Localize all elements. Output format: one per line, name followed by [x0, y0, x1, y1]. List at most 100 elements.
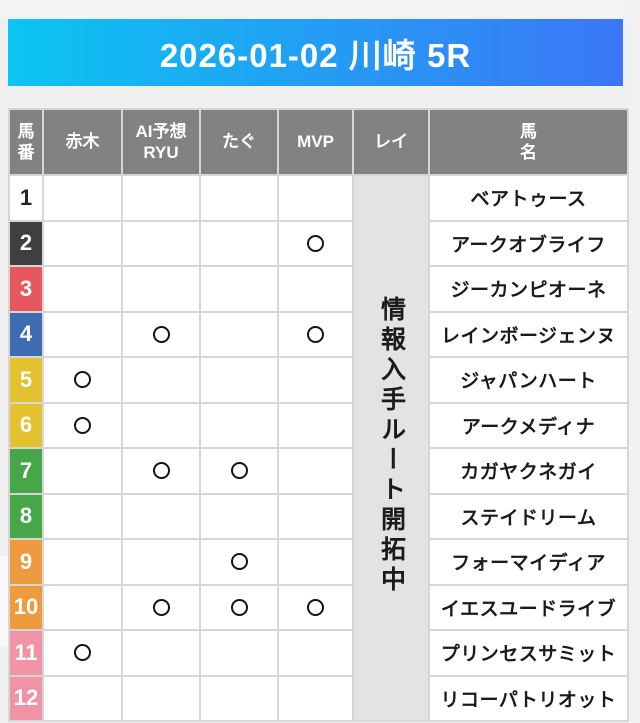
column-header-num: 馬 番 [8, 108, 44, 176]
table-header-row: 馬 番赤木 AI予想 RYU たぐ MVP レイ馬 名 [8, 108, 629, 176]
horse-name: イエスユードライブ [428, 583, 629, 631]
circle-mark-icon [307, 325, 324, 343]
mark-cell-ai-12 [121, 674, 201, 722]
column-header-rei: レイ [352, 108, 430, 176]
mark-cell-ai-5 [121, 356, 201, 404]
background-artifact [629, 0, 640, 723]
mark-cell-ai-9 [121, 538, 201, 586]
column-header-mvp: MVP [277, 108, 354, 176]
horse-row-2: 2 アークオブライフ [8, 219, 629, 267]
mark-cell-tagu-7 [199, 447, 279, 495]
mark-cell-tagu-10 [199, 583, 279, 631]
mark-cell-mvp-2 [277, 219, 354, 267]
column-header-ai: AI予想 RYU [121, 108, 201, 176]
horse-number: 4 [8, 310, 44, 358]
mark-cell-mvp-11 [277, 629, 354, 677]
prediction-table: 馬 番赤木 AI予想 RYU たぐ MVP レイ馬 名 1 情報入手ルート開拓中 ベアトゥー… [8, 108, 629, 722]
horse-name: ベアトゥース [428, 174, 629, 222]
mark-cell-mvp-12 [277, 674, 354, 722]
horse-row-4: 4 レインボージェンヌ [8, 310, 629, 358]
mark-cell-akagi-1 [42, 174, 123, 222]
mark-cell-tagu-1 [199, 174, 279, 222]
horse-row-3: 3 ジーカンピオーネ [8, 265, 629, 313]
mark-cell-akagi-12 [42, 674, 123, 722]
mark-cell-tagu-9 [199, 538, 279, 586]
column-header-akagi: 赤木 [42, 108, 123, 176]
horse-name: アークメディナ [428, 401, 629, 449]
horse-number: 11 [8, 629, 44, 677]
mark-cell-akagi-9 [42, 538, 123, 586]
horse-number: 1 [8, 174, 44, 222]
mark-cell-tagu-12 [199, 674, 279, 722]
mark-cell-mvp-8 [277, 492, 354, 540]
mark-cell-tagu-4 [199, 310, 279, 358]
background-artifact [115, 2, 233, 14]
mark-cell-mvp-4 [277, 310, 354, 358]
mark-cell-akagi-2 [42, 219, 123, 267]
circle-mark-icon [74, 416, 91, 434]
mark-cell-mvp-10 [277, 583, 354, 631]
mark-cell-akagi-8 [42, 492, 123, 540]
mark-cell-mvp-9 [277, 538, 354, 586]
background-artifact [0, 0, 640, 17]
circle-mark-icon [230, 553, 248, 571]
circle-mark-icon [230, 598, 248, 616]
circle-mark-icon [307, 234, 324, 252]
horse-name: フォーマイディア [428, 538, 629, 586]
mark-cell-mvp-5 [277, 356, 354, 404]
horse-row-1: 1 情報入手ルート開拓中 ベアトゥース [8, 174, 629, 722]
horse-name: レインボージェンヌ [428, 310, 629, 358]
mark-cell-ai-10 [121, 583, 201, 631]
horse-name: アークオブライフ [428, 219, 629, 267]
mark-cell-mvp-3 [277, 265, 354, 313]
circle-mark-icon [74, 644, 91, 662]
column-header-tagu: たぐ [199, 108, 279, 176]
horse-row-12: 12 リコーパトリオット [8, 674, 629, 722]
circle-mark-icon [152, 462, 170, 480]
mark-cell-ai-7 [121, 447, 201, 495]
mark-cell-akagi-3 [42, 265, 123, 313]
horse-row-9: 9 フォーマイディア [8, 538, 629, 586]
rei-notice-cell: 情報入手ルート開拓中 [352, 174, 430, 722]
horse-number: 9 [8, 538, 44, 586]
mark-cell-tagu-6 [199, 401, 279, 449]
horse-number: 5 [8, 356, 44, 404]
mark-cell-ai-1 [121, 174, 201, 222]
race-banner: 2026-01-02 川崎 5R [8, 19, 623, 86]
rei-notice-text: 情報入手ルート開拓中 [377, 295, 406, 596]
mark-cell-mvp-1 [277, 174, 354, 222]
horse-number: 7 [8, 447, 44, 495]
horse-row-5: 5 ジャパンハート [8, 356, 629, 404]
horse-number: 10 [8, 583, 44, 631]
horse-number: 2 [8, 219, 44, 267]
circle-mark-icon [152, 598, 170, 616]
horse-name: ジャパンハート [428, 356, 629, 404]
horse-name: プリンセスサミット [428, 629, 629, 677]
horse-row-8: 8 ステイドリーム [8, 492, 629, 540]
mark-cell-akagi-4 [42, 310, 123, 358]
mark-cell-ai-11 [121, 629, 201, 677]
mark-cell-mvp-6 [277, 401, 354, 449]
horse-row-10: 10 イエスユードライブ [8, 583, 629, 631]
horse-name: ジーカンピオーネ [428, 265, 629, 313]
circle-mark-icon [307, 598, 324, 616]
horse-name: カガヤクネガイ [428, 447, 629, 495]
circle-mark-icon [230, 462, 248, 480]
mark-cell-ai-6 [121, 401, 201, 449]
race-title: 2026-01-02 川崎 5R [159, 36, 472, 74]
mark-cell-akagi-10 [42, 583, 123, 631]
mark-cell-tagu-11 [199, 629, 279, 677]
mark-cell-akagi-6 [42, 401, 123, 449]
mark-cell-tagu-3 [199, 265, 279, 313]
mark-cell-akagi-7 [42, 447, 123, 495]
mark-cell-akagi-11 [42, 629, 123, 677]
mark-cell-ai-4 [121, 310, 201, 358]
horse-name: ステイドリーム [428, 492, 629, 540]
horse-number: 8 [8, 492, 44, 540]
mark-cell-tagu-2 [199, 219, 279, 267]
column-header-name: 馬 名 [428, 108, 629, 176]
mark-cell-tagu-5 [199, 356, 279, 404]
horse-number: 3 [8, 265, 44, 313]
circle-mark-icon [74, 371, 91, 389]
